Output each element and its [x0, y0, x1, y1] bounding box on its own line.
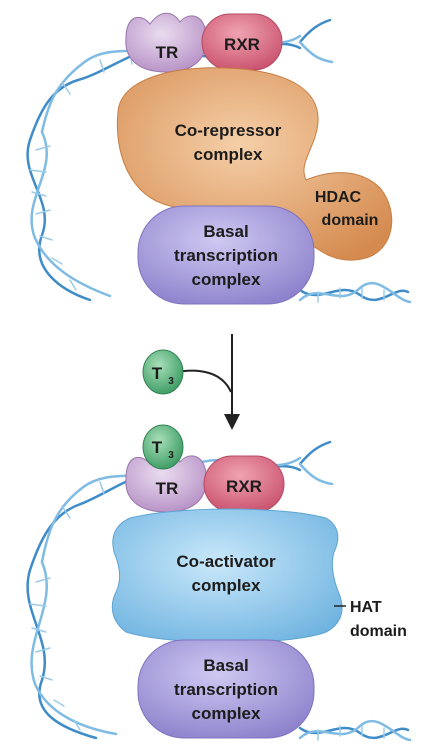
basal-label-top-line2: transcription — [174, 246, 278, 265]
transition: T 3 — [142, 334, 240, 430]
t3-free-label: T — [152, 364, 163, 383]
top-panel: TR RXR Co-repressor complex HDAC domain … — [26, 12, 412, 305]
t3-bound-label: T — [152, 438, 163, 457]
hdac-domain-label-line1: HDAC — [315, 189, 362, 206]
t3-bound-subscript: 3 — [168, 450, 174, 461]
tr-label-bottom: TR — [156, 479, 179, 498]
rxr-label-top: RXR — [224, 35, 260, 54]
tr-label-top: TR — [156, 43, 179, 62]
hat-domain-label-line1: HAT — [350, 599, 382, 616]
basal-label-bottom-line3: complex — [192, 704, 262, 723]
basal-label-bottom-line1: Basal — [203, 656, 248, 675]
arrow-head — [224, 414, 240, 430]
basal-label-top-line3: complex — [192, 270, 262, 289]
coactivator-label-line1: Co-activator — [176, 552, 276, 571]
t3-free-subscript: 3 — [168, 376, 174, 387]
basal-transcription-complex-top — [137, 205, 315, 305]
hormone-entry-arrow — [175, 369, 232, 393]
basal-label-bottom-line2: transcription — [174, 680, 278, 699]
t3-hormone-free — [142, 349, 184, 395]
corepressor-label-line1: Co-repressor — [175, 121, 282, 140]
coactivator-label-line2: complex — [192, 576, 262, 595]
hdac-domain-label-line2: domain — [322, 212, 379, 229]
t3-hormone-bound — [142, 424, 184, 470]
corepressor-label-line2: complex — [194, 145, 264, 164]
hat-domain-label-line2: domain — [350, 623, 407, 640]
basal-label-top-line1: Basal — [203, 222, 248, 241]
coactivator-complex — [111, 508, 343, 643]
rxr-label-bottom: RXR — [226, 477, 262, 496]
basal-transcription-complex-bottom — [137, 639, 315, 739]
tr-receptor-top — [125, 12, 207, 73]
bottom-panel: TR T 3 RXR Co-activator complex HAT doma… — [26, 424, 412, 742]
